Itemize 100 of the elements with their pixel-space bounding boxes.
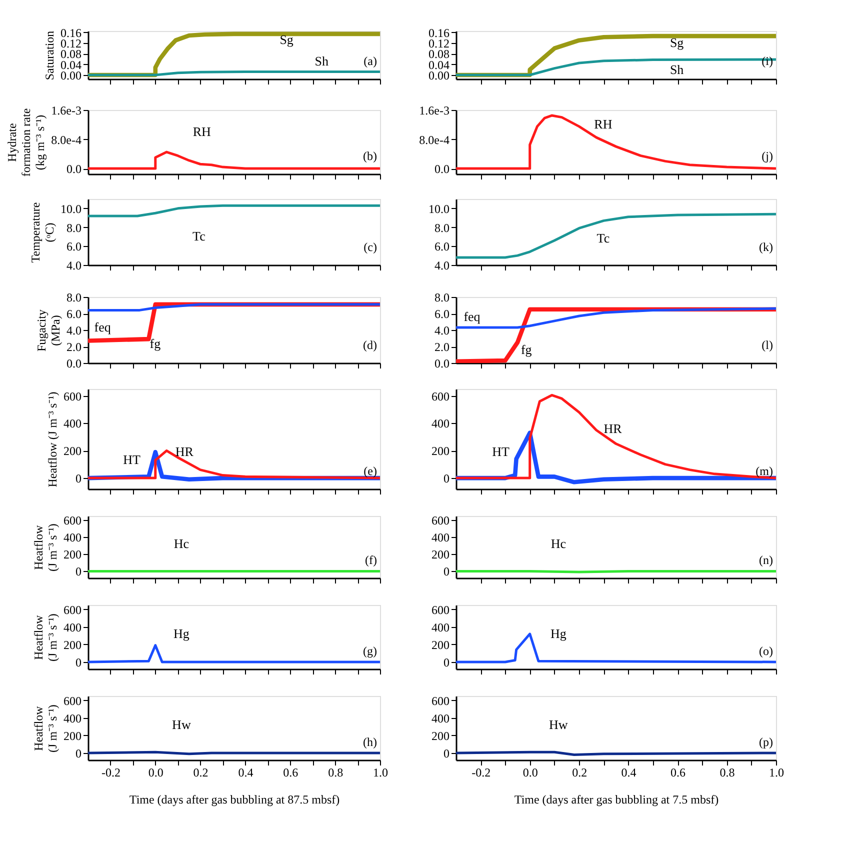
- annotation: (d): [363, 338, 377, 352]
- y-tick-label: 200: [432, 728, 450, 743]
- y-axis-title: Heatflow (J m⁻³ s⁻¹): [32, 524, 60, 572]
- y-tick-label: 0: [76, 564, 82, 579]
- y-tick-label: 0: [444, 655, 450, 670]
- y-axis-title: Heatflow (J m⁻³ s⁻¹): [32, 614, 60, 662]
- y-tick-label: 600: [432, 602, 450, 617]
- y-tick-label: 200: [432, 548, 450, 562]
- series-label: HR: [175, 444, 194, 459]
- series-label: Sh: [314, 54, 329, 69]
- series-label: Hc: [174, 536, 190, 551]
- series-label: fg: [150, 336, 162, 351]
- x-tick-label: 0.4: [238, 766, 254, 780]
- y-tick-label: 0: [76, 655, 82, 670]
- y-tick-label: 0: [76, 472, 82, 486]
- y-tick-label: 4.0: [434, 258, 450, 272]
- y-tick-label: 0: [76, 746, 82, 760]
- y-tick-label: 0.0: [434, 356, 450, 370]
- y-tick-label: 0: [444, 746, 450, 760]
- y-tick-label: 600: [432, 389, 450, 404]
- series-label: HT: [492, 444, 510, 459]
- y-axis-title: Heatflow (J m⁻³ s⁻¹): [32, 704, 60, 752]
- series-label: feq: [94, 319, 112, 334]
- annotation: (m): [756, 464, 773, 478]
- series-label: Sg: [280, 32, 294, 48]
- series-label: Hw: [172, 716, 192, 732]
- annotation: (h): [363, 735, 377, 749]
- annotation: (g): [363, 644, 377, 658]
- series-label: Sh: [670, 62, 684, 77]
- annotation: (l): [762, 338, 773, 352]
- y-tick-label: 600: [64, 389, 82, 404]
- y-tick-label: 6.0: [434, 240, 450, 254]
- y-tick-label: 200: [432, 638, 450, 652]
- y-tick-label: 4.0: [66, 324, 82, 338]
- y-tick-label: 6.0: [66, 307, 82, 321]
- x-tick-label: 0.6: [670, 766, 686, 780]
- y-tick-label: 1.6e-3: [419, 104, 450, 118]
- y-tick-label: 10.0: [428, 202, 450, 216]
- x-tick-label: 0.8: [720, 766, 735, 780]
- y-tick-label: 8.0: [434, 290, 450, 304]
- series-label: Hw: [549, 716, 568, 732]
- x-tick-label: 1.0: [373, 766, 388, 780]
- y-tick-label: 6.0: [66, 240, 82, 254]
- y-tick-label: 400: [64, 620, 82, 634]
- y-axis-title: Temperature (ᵒC): [28, 202, 56, 263]
- x-tick-label: 1.0: [769, 766, 784, 780]
- y-tick-label: 400: [432, 620, 450, 634]
- series-label: Tc: [192, 228, 206, 244]
- y-tick-label: 0: [444, 564, 450, 579]
- y-tick-label: 8.0e-4: [419, 132, 450, 147]
- y-tick-label: 600: [432, 694, 450, 708]
- y-tick-label: 8.0: [434, 220, 450, 235]
- annotation: (f): [365, 553, 377, 567]
- y-tick-label: 600: [64, 514, 82, 528]
- y-tick-label: 200: [64, 548, 82, 562]
- series-label: Tc: [596, 230, 610, 246]
- annotation: (a): [364, 54, 377, 68]
- annotation: (e): [364, 464, 377, 478]
- x-tick-label: 0.2: [572, 766, 588, 780]
- y-tick-label: 600: [64, 602, 82, 617]
- annotation: (p): [759, 735, 773, 749]
- y-axis-title: Fugacity (MPa): [34, 310, 62, 352]
- y-tick-label: 2.0: [66, 340, 82, 354]
- y-tick-label: 600: [432, 514, 450, 528]
- x-axis-title: Time (days after gas bubbling at 87.5 mbsf): [129, 792, 340, 806]
- y-tick-label: 8.0e-4: [51, 132, 82, 147]
- x-tick-label: 0.0: [148, 766, 164, 780]
- y-tick-label: 0: [444, 472, 450, 486]
- y-tick-label: 200: [64, 638, 82, 652]
- y-tick-label: 4.0: [434, 324, 450, 338]
- series-label: Hg: [550, 626, 567, 641]
- y-tick-label: 6.0: [434, 307, 450, 321]
- annotation: (o): [759, 644, 773, 658]
- y-tick-label: 0.0: [66, 356, 82, 370]
- series-label: Hc: [550, 536, 566, 551]
- series-label: RH: [192, 124, 211, 139]
- annotation: (j): [762, 149, 773, 163]
- y-tick-label: 400: [64, 416, 82, 431]
- series-label: RH: [594, 116, 612, 132]
- series-label: Hg: [173, 626, 190, 641]
- series-label: HR: [604, 421, 622, 436]
- y-tick-label: 200: [64, 444, 82, 458]
- y-tick-label: 400: [432, 530, 450, 545]
- y-tick-label: 8.0: [66, 290, 82, 304]
- x-tick-label: 0.4: [621, 766, 636, 780]
- y-tick-label: 1.6e-3: [51, 104, 82, 118]
- y-tick-label: 400: [432, 416, 450, 431]
- x-tick-label: 0.2: [193, 766, 208, 780]
- x-tick-label: 0.8: [328, 766, 344, 780]
- series-label: feq: [464, 308, 481, 324]
- y-tick-label: 600: [64, 694, 82, 708]
- y-tick-label: 0.0: [66, 162, 82, 176]
- annotation: (n): [759, 553, 773, 567]
- y-axis-title: Hydrate formation rate (kg m⁻³ s⁻¹): [5, 108, 48, 177]
- series-label: Sg: [670, 35, 684, 50]
- y-tick-label: 400: [64, 711, 82, 726]
- y-tick-label: 200: [432, 444, 450, 458]
- x-tick-label: -0.2: [101, 766, 120, 780]
- y-tick-label: 400: [64, 530, 82, 545]
- annotation: (c): [364, 240, 377, 254]
